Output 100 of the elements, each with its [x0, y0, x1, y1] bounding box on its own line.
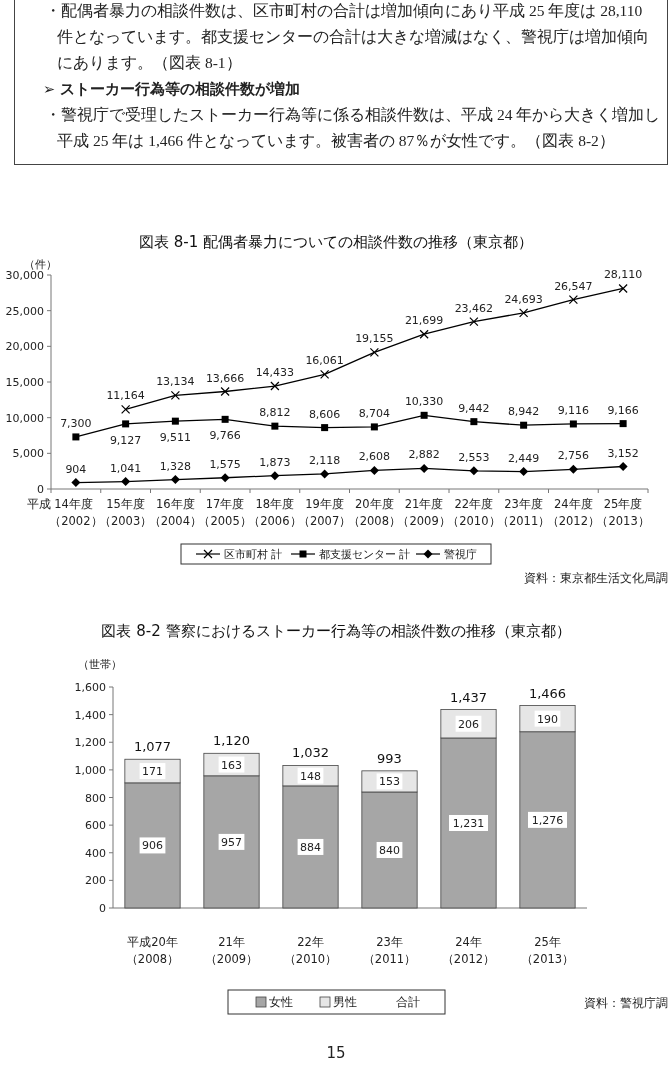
data-label: 9,127	[109, 433, 142, 447]
point	[121, 477, 131, 487]
point	[419, 329, 429, 339]
y-tick-label: 1,400	[74, 708, 106, 722]
y-tick-label: 400	[85, 846, 106, 860]
point	[171, 417, 179, 425]
data-label: 2,449	[507, 451, 540, 465]
legend-label: 都支援センター 計	[319, 548, 411, 561]
point	[121, 404, 131, 414]
y-tick-label: 200	[85, 874, 106, 888]
total-label: 1,466	[528, 685, 567, 701]
x-tick-label: 23年（2011）	[362, 935, 417, 966]
point	[520, 421, 528, 429]
legend-label: 男性	[333, 995, 357, 1009]
y-tick-label: 1,000	[74, 763, 106, 777]
data-label: 9,511	[159, 431, 192, 445]
y-tick-label: 5,000	[12, 447, 44, 461]
data-label: 26,547	[554, 279, 593, 293]
text: ・配偶者暴力の相談件数は、区市町村の合計は増加傾向にあり平成 25 年度は 28,110 件となっています。都支援センターの合計は大きな増減はなく、警視庁は増加傾向にあります。（図表 8-1）	[44, 1, 650, 73]
point	[271, 422, 279, 430]
point	[170, 475, 180, 485]
legend-label: 区市町村 計	[224, 548, 283, 561]
data-label: 14,433	[255, 366, 295, 380]
point	[469, 317, 479, 327]
point	[618, 462, 628, 472]
point	[519, 467, 529, 477]
data-label: 906	[142, 839, 163, 853]
data-label: 163	[221, 758, 242, 772]
point	[220, 473, 230, 483]
text: 15	[326, 1044, 346, 1062]
data-label: 8,812	[259, 406, 291, 420]
data-label: 21,699	[404, 314, 444, 328]
y-tick-label: 1,600	[74, 681, 106, 694]
point	[569, 420, 577, 428]
y-tick-label: 800	[85, 791, 106, 805]
data-label: 1,328	[159, 459, 192, 473]
data-label: 1,231	[452, 816, 485, 830]
data-label: 9,766	[209, 429, 241, 443]
data-label: 8,606	[308, 407, 341, 421]
text: 資料：東京都生活文化局調	[524, 571, 668, 585]
y-tick-label: 0	[99, 902, 106, 915]
data-label: 2,608	[358, 450, 391, 464]
data-label: 153	[379, 775, 400, 789]
chart-title: 図表 8-2 警察におけるストーカー行為等の相談件数の推移（東京都）	[101, 622, 571, 640]
data-label: 1,873	[259, 455, 291, 469]
data-label: 148	[300, 769, 321, 783]
total-label: 1,120	[212, 733, 251, 749]
data-label: 190	[537, 712, 558, 726]
x-tick-label: 21年（2009）	[204, 935, 259, 966]
total-label: 1,032	[291, 745, 330, 761]
point	[321, 424, 329, 432]
data-label: 7,300	[60, 416, 92, 430]
point	[369, 347, 379, 357]
y-tick-label: 30,000	[5, 269, 44, 282]
y-tick-label: 600	[85, 819, 106, 833]
data-label: 957	[221, 835, 242, 849]
data-label: 1,041	[109, 461, 142, 475]
data-label: 13,134	[156, 375, 195, 389]
data-label: 840	[379, 843, 400, 857]
data-label: 2,882	[408, 448, 440, 462]
data-label: 8,704	[358, 406, 391, 420]
data-label: 2,553	[458, 450, 490, 464]
point	[71, 478, 81, 488]
data-label: 1,276	[531, 813, 564, 827]
data-label: 13,666	[205, 371, 245, 385]
data-label: 10,330	[404, 395, 444, 409]
y-tick-label: 15,000	[5, 376, 44, 389]
total-label: 1,077	[133, 739, 172, 755]
point	[568, 295, 578, 305]
data-label: 28,110	[603, 268, 643, 282]
data-label: 23,462	[454, 301, 494, 315]
legend-label: 女性	[269, 995, 293, 1009]
data-label: 8,942	[507, 405, 540, 419]
point	[220, 386, 230, 397]
point	[270, 381, 280, 391]
text: ➢ ストーカー行為等の相談件数が増加	[42, 80, 302, 99]
data-label: 3,152	[607, 446, 639, 460]
data-label: 2,756	[557, 449, 590, 463]
y-tick-label: 20,000	[5, 340, 44, 354]
point	[170, 390, 180, 400]
y-tick-label: 10,000	[5, 411, 44, 425]
y-tick-label: 25,000	[5, 304, 44, 318]
x-tick-label: 24年（2012）	[441, 935, 496, 966]
y-axis-title: （世帯）	[78, 658, 122, 671]
data-label: 11,164	[106, 389, 145, 403]
point	[618, 283, 628, 294]
legend-label: 警視庁	[444, 548, 477, 561]
point	[122, 420, 130, 428]
point	[470, 418, 478, 426]
x-tick-label: 25年（2013）	[520, 935, 575, 966]
point	[420, 411, 428, 419]
data-label: 206	[458, 717, 479, 731]
data-label: 2,118	[308, 453, 341, 467]
point	[619, 420, 627, 428]
data-label: 1,575	[209, 457, 241, 471]
point	[221, 415, 229, 423]
text: 資料：警視庁調	[584, 996, 668, 1010]
data-label: 19,155	[355, 332, 394, 346]
data-label: 884	[300, 840, 321, 854]
point	[270, 471, 280, 481]
